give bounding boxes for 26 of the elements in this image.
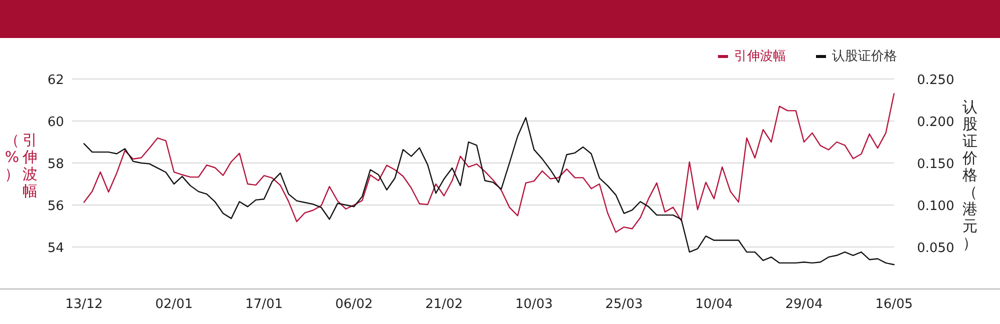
x-tick-label: 21/02 (425, 297, 463, 312)
x-tick-label: 25/03 (605, 297, 643, 312)
legend-label: 认股证价格 (832, 49, 897, 64)
x-tick-label: 02/01 (155, 297, 193, 312)
x-tick-label: 13/12 (65, 297, 103, 312)
x-tick-label: 06/02 (335, 297, 373, 312)
y-tick-label: 58 (47, 157, 64, 172)
y-tick-label: 56 (47, 199, 64, 214)
line-series (83, 93, 895, 233)
y-tick-label: 54 (47, 241, 64, 256)
y-tick-label: 62 (47, 73, 64, 88)
x-tick-label: 16/05 (875, 297, 913, 312)
y2-tick-label: 0.200 (917, 115, 954, 130)
x-tick-label: 17/01 (245, 297, 283, 312)
x-tick-label: 10/03 (515, 297, 553, 312)
text: 认股证价格（港元） (962, 98, 978, 252)
y2-tick-label: 0.150 (917, 157, 954, 172)
y-tick-label: 60 (47, 115, 64, 130)
x-tick-label: 29/04 (785, 297, 823, 312)
line-series (83, 117, 895, 266)
y2-tick-label: 0.100 (917, 199, 954, 214)
legend-label: 引伸波幅 (734, 49, 786, 64)
x-tick-label: 10/04 (695, 297, 733, 312)
y2-tick-label: 0.250 (917, 73, 954, 88)
text: 引伸波幅（%） (4, 131, 38, 200)
y2-tick-label: 0.050 (917, 241, 954, 256)
